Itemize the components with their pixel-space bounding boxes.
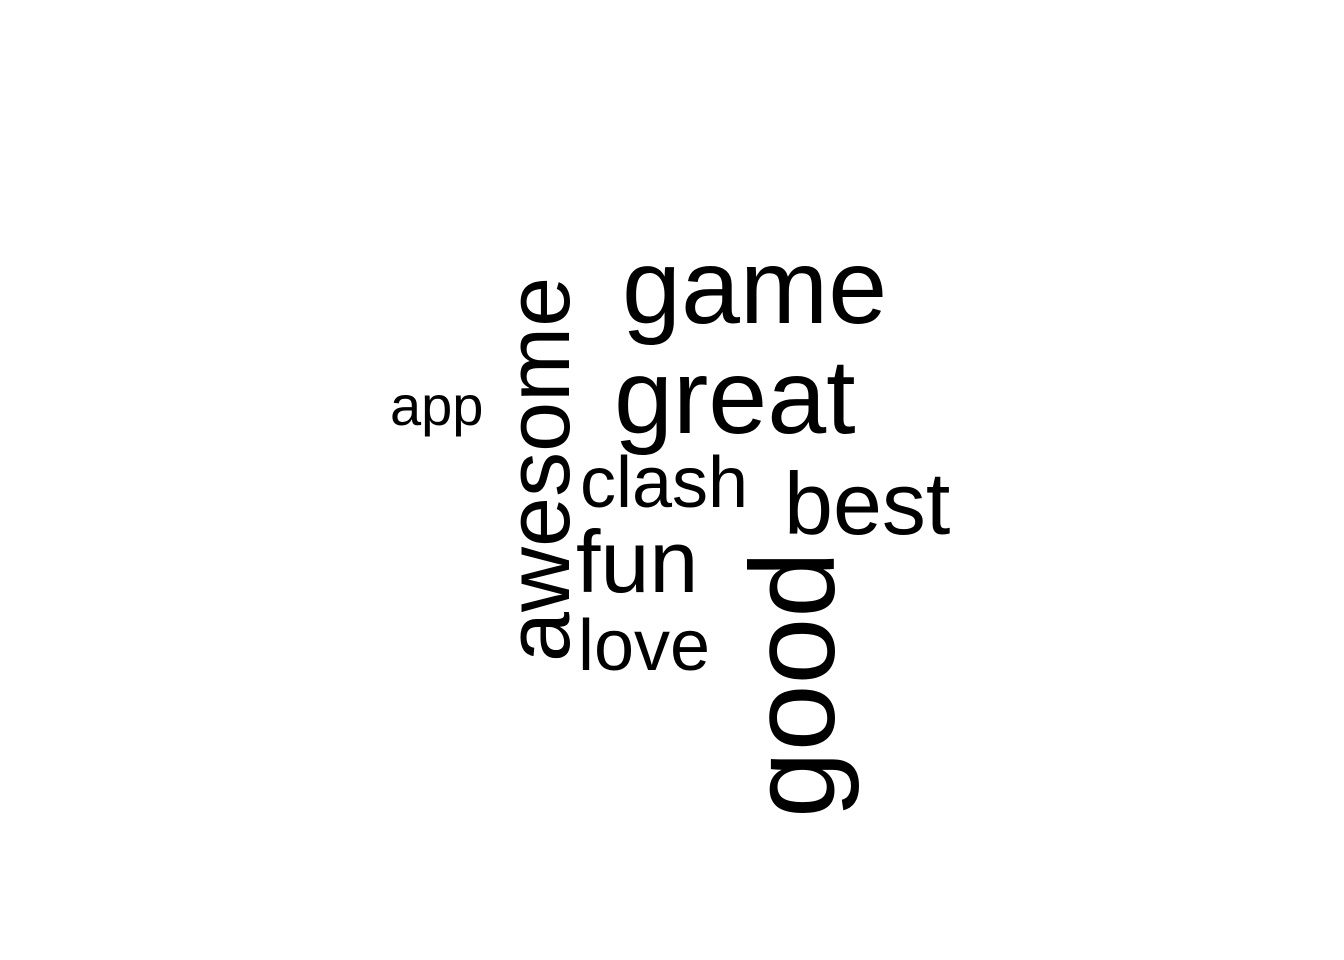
word-clash: clash: [580, 443, 749, 523]
word-awesome: awesome: [489, 276, 589, 662]
word-app: app: [390, 374, 484, 437]
word-love: love: [578, 606, 711, 686]
word-game: game: [622, 228, 888, 346]
word-fun: fun: [576, 512, 699, 611]
word-best: best: [784, 454, 951, 553]
word-good: good: [726, 551, 860, 818]
word-great: great: [614, 338, 856, 456]
